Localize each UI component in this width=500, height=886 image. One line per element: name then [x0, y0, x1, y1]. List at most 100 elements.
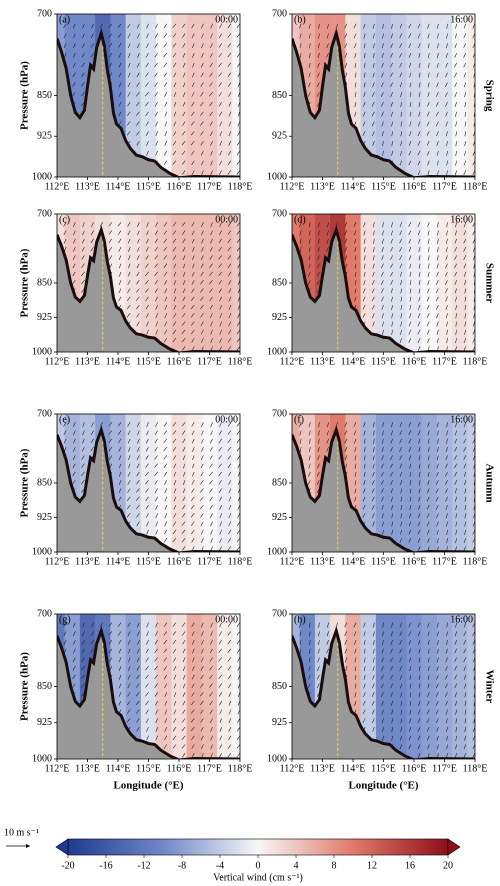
wind-arrow [391, 141, 393, 147]
wind-arrow [400, 305, 403, 311]
wind-arrow [454, 753, 457, 759]
wind-arrow [201, 744, 204, 750]
wind-arrow [227, 230, 232, 235]
wind-arrow [326, 43, 329, 49]
wind-arrow [81, 92, 85, 97]
contour-strip [391, 214, 407, 352]
wind-arrow [200, 111, 204, 116]
field [57, 14, 240, 177]
terrain-outline [57, 27, 240, 177]
wind-arrow [135, 496, 140, 501]
wind-arrow [326, 446, 329, 452]
contour-strip [171, 614, 188, 759]
wind-arrow [445, 496, 448, 502]
wind-arrow [209, 496, 213, 502]
wind-arrow [200, 62, 204, 68]
wind-arrow [201, 247, 204, 252]
wind-arrow [99, 422, 104, 427]
wind-arrow [200, 455, 204, 461]
wind-arrow [109, 455, 113, 460]
wind-arrow [127, 82, 131, 88]
wind-arrow [344, 62, 348, 68]
wind-arrow [136, 72, 140, 78]
x-axis-label: Longitude (°E) [348, 780, 418, 792]
wind-arrow [445, 471, 448, 477]
wind-arrow [335, 23, 339, 29]
wind-arrow [182, 121, 186, 126]
wind-arrow [127, 422, 131, 427]
wind-arrow [400, 101, 403, 107]
wind-arrow [192, 263, 195, 269]
wind-arrow [218, 52, 222, 58]
wind-arrow [454, 72, 457, 78]
wind-arrow [464, 718, 467, 724]
wind-arrow [445, 288, 448, 294]
wind-arrow [417, 521, 421, 527]
wind-arrow [173, 304, 177, 310]
wind-arrow [200, 288, 204, 293]
wind-arrow [209, 263, 213, 268]
wind-arrow [192, 648, 195, 654]
wind-arrow [72, 23, 76, 29]
wind-arrow [391, 321, 393, 327]
wind-arrow [209, 674, 213, 680]
x-tick-label: 114°E [106, 356, 131, 367]
wind-arrow [344, 222, 348, 227]
wind-arrow [381, 640, 384, 646]
wind-arrow [381, 131, 384, 137]
wind-arrow [136, 657, 140, 663]
wind-arrow [218, 170, 222, 175]
x-tick-label: 115°E [136, 556, 161, 567]
wind-arrow [72, 480, 76, 485]
wind-arrow [354, 666, 357, 672]
wind-arrow [464, 101, 467, 107]
wind-arrow [81, 446, 85, 452]
wind-arrow [145, 313, 149, 318]
wind-arrow [308, 674, 311, 680]
wind-arrow [426, 700, 430, 706]
wind-arrow [418, 238, 421, 244]
wind-arrow [210, 150, 213, 156]
wind-arrow [417, 546, 421, 552]
wind-arrow [446, 238, 448, 244]
wind-arrow [445, 648, 448, 654]
wind-arrow [390, 52, 393, 58]
wind-arrow [454, 230, 457, 236]
wind-arrow [418, 496, 421, 502]
wind-arrow [426, 726, 430, 732]
wind-arrow [463, 338, 467, 343]
wind-arrow [316, 92, 320, 97]
wind-arrow [436, 471, 439, 477]
wind-arrow [317, 438, 320, 444]
wind-arrow [417, 230, 421, 236]
wind-arrow [155, 513, 158, 519]
wind-arrow [209, 313, 213, 318]
wind-arrow [118, 666, 122, 671]
wind-arrow [436, 683, 439, 689]
wind-arrow [155, 141, 158, 146]
wind-arrow [154, 446, 158, 452]
contour-strip [436, 614, 453, 759]
wind-arrow [455, 321, 457, 327]
wind-arrow [164, 131, 168, 137]
wind-arrow [219, 222, 222, 227]
wind-arrow [372, 718, 375, 724]
wind-arrow [464, 496, 467, 502]
wind-arrow [99, 622, 104, 628]
wind-arrow [191, 288, 195, 293]
wind-arrow [236, 430, 240, 435]
wind-arrow [154, 62, 158, 68]
wind-arrow [63, 23, 67, 29]
wind-arrow [210, 43, 213, 48]
wind-arrow [181, 150, 186, 156]
panel-label: (a) [59, 14, 70, 25]
contour-strip [467, 614, 475, 759]
wind-arrow [181, 131, 186, 136]
wind-arrow [127, 222, 131, 227]
wind-arrow [237, 62, 240, 68]
wind-arrow [210, 622, 213, 628]
wind-arrow [409, 692, 412, 698]
wind-arrow [236, 33, 240, 38]
wind-arrow [145, 471, 149, 477]
x-tick-label: 116°E [402, 556, 427, 567]
